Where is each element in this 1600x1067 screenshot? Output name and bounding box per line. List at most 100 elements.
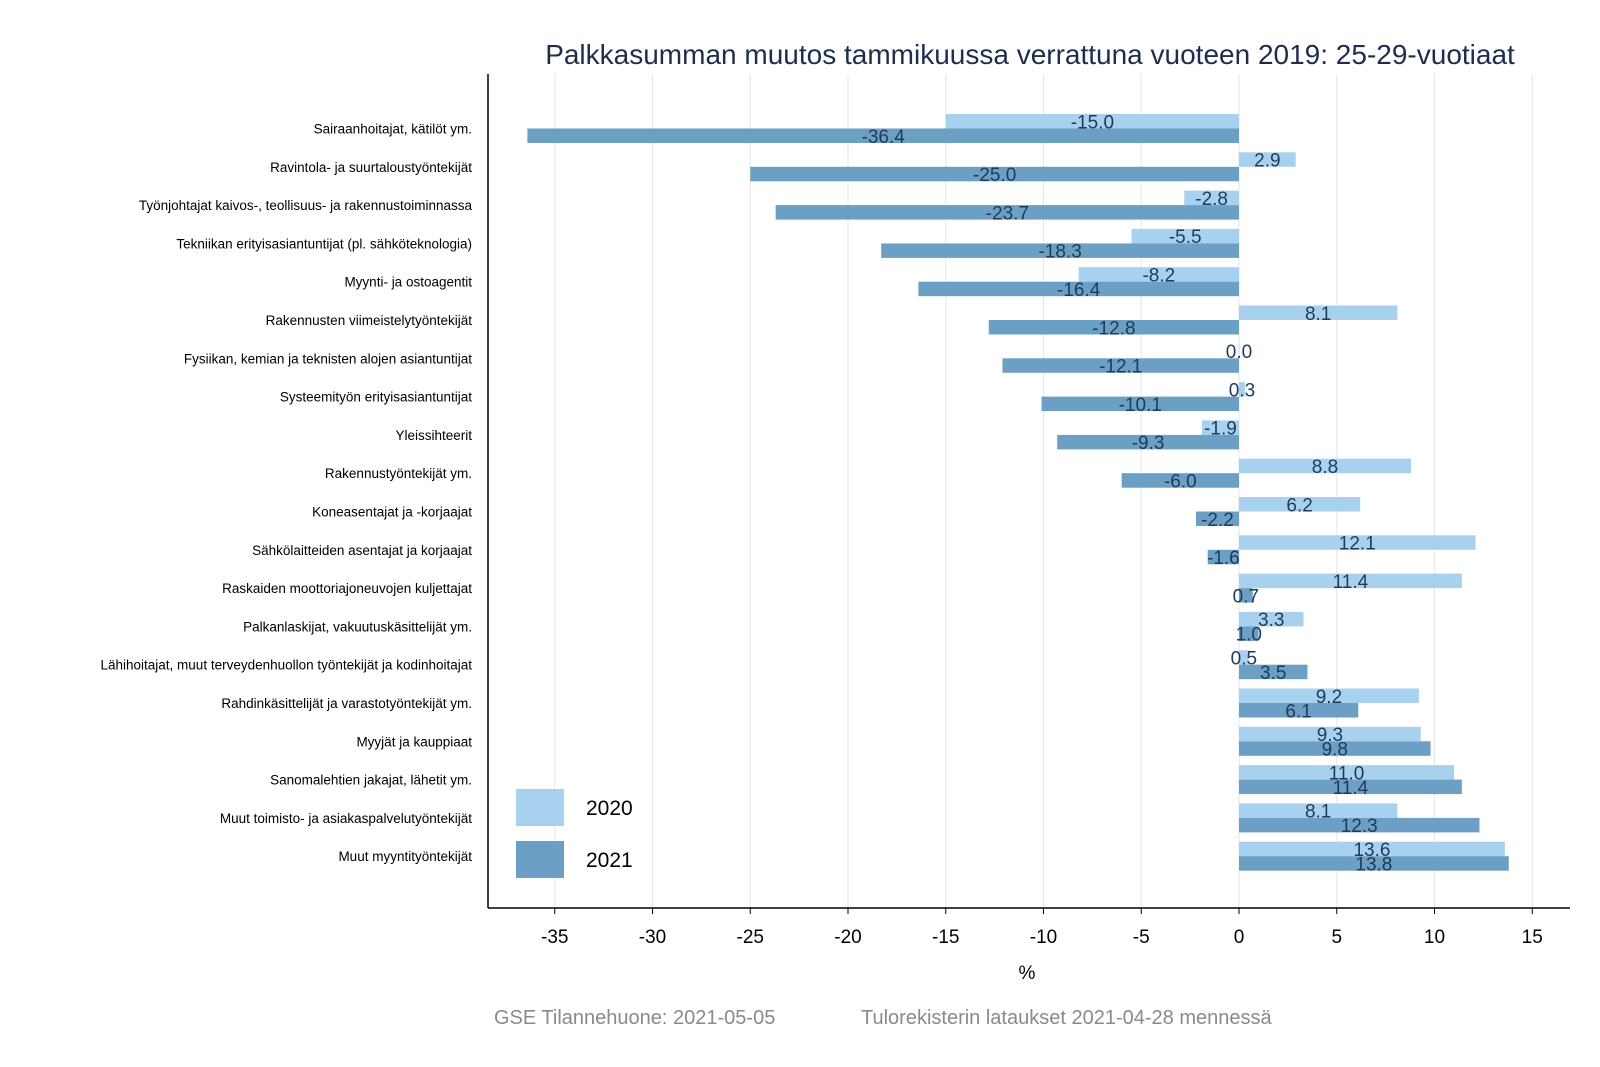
bar-2021 xyxy=(1041,396,1239,412)
x-tick-labels: -35 -30 -25 -20 -15 -10 -5 0 5 10 15 xyxy=(541,927,1543,948)
bar-2020 xyxy=(1239,497,1361,512)
data-label-2021: -1.6 xyxy=(1207,548,1240,569)
bar-2021 xyxy=(1002,358,1239,373)
bar-2020 xyxy=(1239,535,1476,550)
data-label-2020: -8.2 xyxy=(1142,265,1175,286)
data-label-2020: 6.2 xyxy=(1286,495,1312,516)
bar-2021 xyxy=(775,205,1239,220)
data-label-2021: -9.3 xyxy=(1132,433,1165,454)
data-label-2021: -18.3 xyxy=(1038,242,1081,263)
x-tick-label: -20 xyxy=(834,927,861,948)
bar-2021 xyxy=(881,243,1239,258)
bar-2021 xyxy=(1239,779,1462,795)
data-label-2021: -12.1 xyxy=(1099,357,1142,378)
data-label-2020: 11.4 xyxy=(1333,572,1369,593)
bar-2020 xyxy=(1239,573,1462,589)
category-label: Muut toimisto- ja asiakaspalvelutyönteki… xyxy=(220,811,472,826)
bar-2020 xyxy=(1131,228,1239,244)
category-label: Ravintola- ja suurtaloustyöntekijät xyxy=(270,160,472,175)
bar-2021 xyxy=(1239,741,1431,756)
data-label-2021: 12.3 xyxy=(1341,816,1378,837)
bar-2020 xyxy=(945,114,1239,129)
bar-2021 xyxy=(918,281,1239,297)
data-label-2021: -10.1 xyxy=(1119,395,1162,416)
data-label-2021: 9.8 xyxy=(1322,740,1348,761)
data-label-2020: 3.3 xyxy=(1258,610,1284,631)
x-tick-label: 5 xyxy=(1331,927,1342,948)
category-label: Palkanlaskijat, vakuutuskäsittelijät ym. xyxy=(243,619,472,634)
x-tick-label: -10 xyxy=(1030,927,1057,948)
bar-2020 xyxy=(1239,343,1240,359)
data-label-2020: 8.1 xyxy=(1305,304,1331,325)
category-label: Koneasentajat ja -korjaajat xyxy=(312,505,472,520)
data-label-2020: 2.9 xyxy=(1254,151,1280,172)
data-label-2021: 1.0 xyxy=(1236,625,1262,646)
data-label-2021: -6.0 xyxy=(1164,471,1197,492)
category-label: Myyjät ja kauppiaat xyxy=(356,734,472,749)
category-label: Sanomalehtien jakajat, lähetit ym. xyxy=(270,773,472,788)
bar-2020 xyxy=(1239,650,1249,665)
category-label: Sairaanhoitajat, kätilöt ym. xyxy=(314,122,472,137)
bar-2021 xyxy=(1057,434,1239,450)
data-label-2021: 0.7 xyxy=(1233,586,1259,607)
x-tick-label: -30 xyxy=(639,927,666,948)
bar-2020 xyxy=(1239,803,1398,818)
bar-2021 xyxy=(1121,473,1239,488)
data-label-2020: 0.5 xyxy=(1231,648,1257,669)
data-label-2020: 13.6 xyxy=(1353,840,1390,861)
bar-2021 xyxy=(1207,549,1239,565)
x-tick-label: -15 xyxy=(932,927,959,948)
x-tick-label: -5 xyxy=(1133,927,1150,948)
data-label-2021: 3.5 xyxy=(1260,663,1286,684)
legend: 2020 2021 xyxy=(516,789,633,878)
bar-2020 xyxy=(1239,765,1455,780)
data-label-2021: 13.8 xyxy=(1355,854,1392,875)
bar-2021 xyxy=(1239,664,1308,680)
legend-label-2020: 2020 xyxy=(586,797,633,820)
legend-swatch-2020 xyxy=(516,789,564,826)
category-label: Rakennustyöntekijät ym. xyxy=(325,466,472,481)
chart-title: Palkkasumman muutos tammikuussa verrattu… xyxy=(545,39,1515,70)
data-label-2021: -36.4 xyxy=(862,127,906,148)
bar-2021 xyxy=(1239,856,1509,871)
data-label-2020: -2.8 xyxy=(1195,189,1228,210)
data-label-2021: 11.4 xyxy=(1333,778,1369,799)
data-label-2020: 8.8 xyxy=(1312,457,1338,478)
bar-2020 xyxy=(1239,611,1304,627)
category-label: Tekniikan erityisasiantuntijat (pl. sähk… xyxy=(176,236,472,251)
data-label-2021: -12.8 xyxy=(1092,318,1135,339)
x-tick-label: -25 xyxy=(737,927,764,948)
bar-2021 xyxy=(527,128,1239,143)
bar-2020 xyxy=(1239,726,1421,742)
bar-2020 xyxy=(1239,305,1398,320)
data-label-2021: -23.7 xyxy=(986,203,1029,224)
x-tick-label: 10 xyxy=(1424,927,1445,948)
x-axis-label: % xyxy=(1019,963,1036,984)
category-label: Raskaiden moottoriajoneuvojen kuljettaja… xyxy=(222,581,472,596)
bar-2021 xyxy=(1239,703,1359,718)
bar-2020 xyxy=(1239,382,1245,397)
x-tick-label: -35 xyxy=(541,927,568,948)
data-label-2020: -15.0 xyxy=(1071,112,1114,133)
data-label-2020: 9.3 xyxy=(1317,725,1343,746)
category-label: Lähihoitajat, muut terveydenhuollon työn… xyxy=(101,658,473,673)
data-label-2021: -16.4 xyxy=(1057,280,1101,301)
data-label-2020: 11.0 xyxy=(1329,763,1365,784)
category-label: Fysiikan, kemian ja teknisten alojen asi… xyxy=(184,351,472,366)
legend-swatch-2021 xyxy=(516,841,564,878)
category-label: Myynti- ja ostoagentit xyxy=(344,275,472,290)
category-labels: Sairaanhoitajat, kätilöt ym. Ravintola- j… xyxy=(101,122,473,865)
bar-2021 xyxy=(1239,626,1259,641)
bar-2020 xyxy=(1184,190,1239,206)
data-label-2021: 6.1 xyxy=(1285,701,1311,722)
footer-note: Tulorekisterin lataukset 2021-04-28 menn… xyxy=(861,1007,1272,1029)
data-labels: -15.0 -36.4 2.9 -25.0 -2.8 -23.7 -5.5 -18.3 -8.2… xyxy=(862,112,1393,875)
x-tick-label: 0 xyxy=(1234,927,1245,948)
bar-2020 xyxy=(1239,688,1419,703)
x-tick-label: 15 xyxy=(1522,927,1543,948)
bars xyxy=(527,114,1509,871)
category-label: Rakennusten viimeistelytyöntekijät xyxy=(266,313,473,328)
bar-2021 xyxy=(988,320,1239,335)
data-label-2020: 8.1 xyxy=(1305,802,1331,823)
